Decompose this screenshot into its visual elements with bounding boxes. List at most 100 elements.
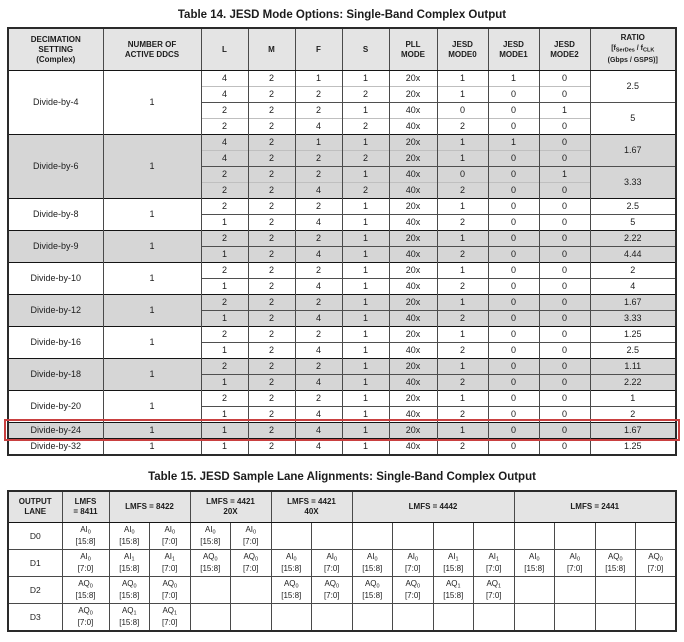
ratio-cell: 1.67 <box>589 134 677 167</box>
t14-value-cell: 0 <box>538 390 591 407</box>
t14-value-cell: 0 <box>538 214 591 231</box>
t14-value-cell: 2 <box>294 294 343 311</box>
t14-value-cell: 0 <box>487 230 540 247</box>
t14-value-cell: 40x <box>388 118 438 135</box>
t14-row: 1 2 4 1 40x 2 0 0 5 <box>8 214 677 231</box>
sample-cell <box>513 603 555 632</box>
t14-value-cell: 1 <box>341 326 390 343</box>
t14-value-cell: 0 <box>487 102 540 119</box>
t14-value-cell: 0 <box>487 182 540 199</box>
sample-cell: AQ1 [15:8] <box>432 576 474 604</box>
t14-value-cell: 2 <box>247 118 296 135</box>
sample-cell: AI0 [7:0] <box>230 522 272 550</box>
t14-row: Divide-by-12 1 2 2 2 1 20x 1 0 0 1.67 <box>7 294 677 327</box>
t14-row: 4 2 2 2 20x 1 0 0 <box>8 150 676 167</box>
t14-value-cell: 2 <box>436 406 489 423</box>
sample-cell: AQ0 [7:0] <box>635 549 677 577</box>
sample-cell <box>473 522 515 550</box>
sample-cell: AI0 [15:8] <box>61 522 110 550</box>
t14-value-cell: 0 <box>538 326 591 343</box>
decimation-setting-cell: Divide-by-4 <box>7 70 104 135</box>
ratio-cell: 1 <box>589 390 677 407</box>
t14-value-cell: 0 <box>487 342 540 359</box>
t14-value-cell: 1 <box>436 150 489 167</box>
t14-value-cell: 1 <box>341 246 390 263</box>
t14-value-cell: 4 <box>294 374 343 391</box>
t14-row: 4 2 2 2 20x 1 0 0 <box>8 86 676 103</box>
t14-row: Divide-by-9 1 2 2 2 1 20x 1 0 0 2.22 <box>7 230 677 263</box>
t14-value-cell: 2 <box>247 230 296 247</box>
sample-cell <box>311 603 353 632</box>
ratio-cell: 4 <box>589 278 677 295</box>
sample-cell: AI0 [7:0] <box>554 549 596 577</box>
t14-value-cell: 40x <box>388 438 438 455</box>
t14-value-cell: 1 <box>341 422 390 439</box>
t14-row: 1 2 4 1 40x 2 0 0 3.33 <box>8 310 677 327</box>
t14-header-cell: JESD MODE0 <box>436 27 489 71</box>
t14-value-cell: 2 <box>247 358 296 375</box>
t15-row: D3 AQ0 [7:0] AQ1 [15:8] AQ1 [7:0] <box>7 603 677 632</box>
t14-header-cell: F <box>294 27 343 71</box>
t14-value-cell: 2 <box>247 166 296 183</box>
t14-value-cell: 1 <box>341 262 390 279</box>
sample-cell <box>351 603 393 632</box>
t14-value-cell: 20x <box>388 390 438 407</box>
t14-header-cell: JESD MODE1 <box>487 27 540 71</box>
t14-value-cell: 1 <box>200 278 249 295</box>
t14-value-cell: 40x <box>388 102 438 119</box>
sample-cell <box>594 603 636 632</box>
output-lane-cell: D2 <box>7 576 63 604</box>
active-ddcs-cell: 1 <box>102 438 202 455</box>
t14-value-cell: 2 <box>436 182 489 199</box>
t14-value-cell: 20x <box>388 150 438 167</box>
sample-cell <box>270 522 312 550</box>
t14-value-cell: 2 <box>200 166 249 183</box>
t14-value-cell: 0 <box>538 70 591 87</box>
sample-cell: AI0 [7:0] <box>149 522 191 550</box>
t14-value-cell: 2 <box>247 198 296 215</box>
t14-value-cell: 20x <box>388 230 438 247</box>
t14-value-cell: 0 <box>538 246 591 263</box>
t14-value-cell: 2 <box>200 262 249 279</box>
t14-value-cell: 2 <box>436 374 489 391</box>
t14-value-cell: 40x <box>388 406 438 423</box>
sample-cell: AQ1 [7:0] <box>473 576 515 604</box>
t14-value-cell: 0 <box>538 310 591 327</box>
active-ddcs-cell: 1 <box>102 390 202 423</box>
t14-value-cell: 40x <box>388 182 438 199</box>
t14-value-cell: 4 <box>294 246 343 263</box>
sample-cell <box>473 603 515 632</box>
ratio-cell: 1.11 <box>589 358 677 375</box>
t14-value-cell: 1 <box>487 134 540 151</box>
t14-header-cell: NUMBER OF ACTIVE DDCS <box>102 27 202 71</box>
t14-value-cell: 4 <box>200 70 249 87</box>
ratio-cell: 1.25 <box>589 326 677 343</box>
active-ddcs-cell: 1 <box>102 230 202 263</box>
t14-value-cell: 0 <box>538 150 591 167</box>
t14-value-cell: 2 <box>294 326 343 343</box>
t14-row: 1 2 4 1 40x 2 0 0 4.44 <box>8 246 677 263</box>
sample-cell: AI0 [15:8] <box>270 549 312 577</box>
t14-value-cell: 1 <box>294 134 343 151</box>
t14-value-cell: 20x <box>388 326 438 343</box>
t14-value-cell: 1 <box>436 358 489 375</box>
t14-header-cell: JESD MODE2 <box>538 27 591 71</box>
t14-value-cell: 0 <box>538 342 591 359</box>
decimation-setting-cell: Divide-by-12 <box>7 294 104 327</box>
t15-row: D0 AI0 [15:8] AI0 [15:8] AI0 [7:0] AI0 [15:8] AI0… <box>7 522 677 550</box>
ratio-cell: 1.67 <box>589 294 677 311</box>
t14-value-cell: 1 <box>436 70 489 87</box>
t14-value-cell: 2 <box>247 214 296 231</box>
sample-cell: AQ0 [7:0] <box>311 576 353 604</box>
t14-value-cell: 40x <box>388 342 438 359</box>
t14-value-cell: 1 <box>341 230 390 247</box>
sample-cell: AI1 [7:0] <box>149 549 191 577</box>
sample-cell: AQ0 [15:8] <box>108 576 150 604</box>
t14-value-cell: 2 <box>341 182 390 199</box>
t14-value-cell: 1 <box>200 246 249 263</box>
t14-value-cell: 1 <box>341 358 390 375</box>
ratio-cell: 2.5 <box>589 70 677 103</box>
t14-value-cell: 0 <box>487 246 540 263</box>
t14-value-cell: 40x <box>388 246 438 263</box>
t14-value-cell: 0 <box>487 86 540 103</box>
